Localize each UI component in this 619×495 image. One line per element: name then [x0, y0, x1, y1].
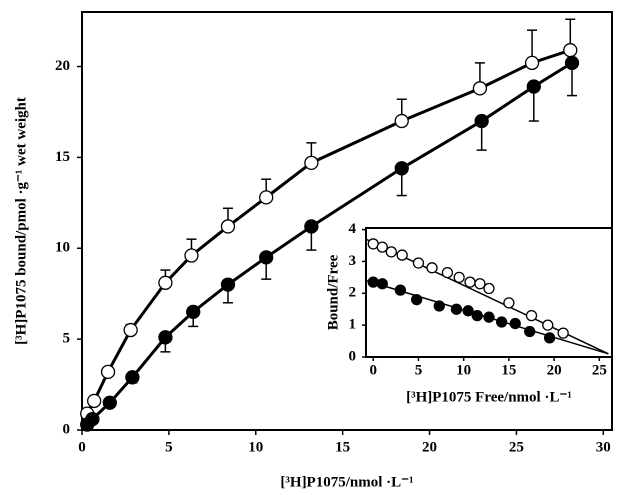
data-point	[462, 305, 474, 317]
y-tick-label: 5	[63, 331, 71, 347]
data-point	[394, 161, 409, 176]
data-point	[184, 248, 199, 263]
data-point	[85, 411, 100, 427]
x-axis-label: [³H]P1075/nmol ·L⁻¹	[280, 474, 413, 490]
x-tick-label: 25	[509, 439, 524, 455]
data-point	[412, 257, 425, 269]
data-point	[158, 275, 173, 290]
data-point	[220, 219, 236, 234]
x-axis-label: [³H]P1075 Free/nmol ·L⁻¹	[406, 389, 572, 405]
data-point	[453, 271, 465, 284]
data-point	[564, 55, 580, 71]
data-point	[472, 81, 488, 96]
data-point	[385, 246, 397, 258]
data-point	[367, 276, 379, 288]
data-point	[509, 317, 521, 330]
data-point	[483, 282, 495, 295]
y-tick-label: 4	[349, 221, 357, 237]
data-point	[123, 322, 138, 338]
x-tick-label: 0	[78, 439, 86, 455]
data-point	[483, 311, 495, 323]
y-axis-label: Bound/Free	[325, 254, 341, 330]
data-point	[376, 241, 388, 253]
data-point	[220, 277, 236, 292]
data-point	[304, 219, 319, 234]
x-tick-label: 10	[456, 362, 471, 378]
data-point	[524, 325, 536, 338]
y-tick-label: 10	[55, 240, 70, 256]
data-point	[471, 309, 483, 322]
data-point	[450, 303, 463, 315]
data-point	[474, 278, 486, 290]
data-point	[464, 276, 476, 288]
data-point	[125, 370, 140, 385]
y-tick-label: 1	[349, 317, 357, 333]
plot-frame	[81, 11, 613, 431]
data-point	[396, 249, 408, 261]
data-point	[496, 316, 508, 328]
data-point	[525, 309, 538, 322]
data-point	[557, 327, 569, 339]
x-tick-label: 30	[596, 439, 611, 455]
x-tick-label: 15	[501, 362, 516, 378]
data-point	[259, 190, 274, 205]
data-point	[524, 55, 540, 71]
x-tick-label: 0	[369, 362, 377, 378]
data-point	[100, 364, 116, 379]
data-point	[441, 266, 454, 279]
y-tick-label: 20	[55, 58, 70, 74]
data-point	[304, 155, 319, 170]
data-point	[410, 294, 423, 306]
y-tick-label: 3	[349, 253, 357, 269]
x-tick-label: 20	[547, 362, 562, 378]
data-point	[394, 113, 409, 129]
y-tick-label: 0	[349, 348, 357, 364]
y-axis-label: [³H]P1075 bound/pmol ·g⁻¹ wet weight	[13, 97, 29, 345]
data-point	[563, 43, 578, 58]
y-tick-label: 2	[349, 285, 357, 301]
data-point	[543, 332, 556, 344]
data-point	[102, 395, 117, 410]
data-point	[426, 262, 438, 274]
x-tick-label: 5	[415, 362, 423, 378]
data-point	[158, 330, 173, 345]
data-point	[503, 297, 515, 309]
x-tick-label: 5	[165, 439, 173, 455]
data-point	[433, 300, 445, 312]
y-tick-label: 15	[55, 149, 70, 165]
data-point	[526, 79, 541, 94]
x-tick-label: 25	[592, 362, 607, 378]
data-point	[394, 284, 407, 296]
y-tick-label: 0	[63, 421, 71, 437]
data-point	[87, 393, 102, 409]
x-tick-label: 10	[248, 439, 263, 455]
x-tick-label: 15	[335, 439, 350, 455]
x-tick-label: 20	[422, 439, 437, 455]
data-point	[474, 113, 489, 129]
data-point	[542, 319, 554, 331]
data-point	[259, 250, 274, 265]
data-point	[186, 304, 201, 320]
data-point	[376, 278, 388, 290]
